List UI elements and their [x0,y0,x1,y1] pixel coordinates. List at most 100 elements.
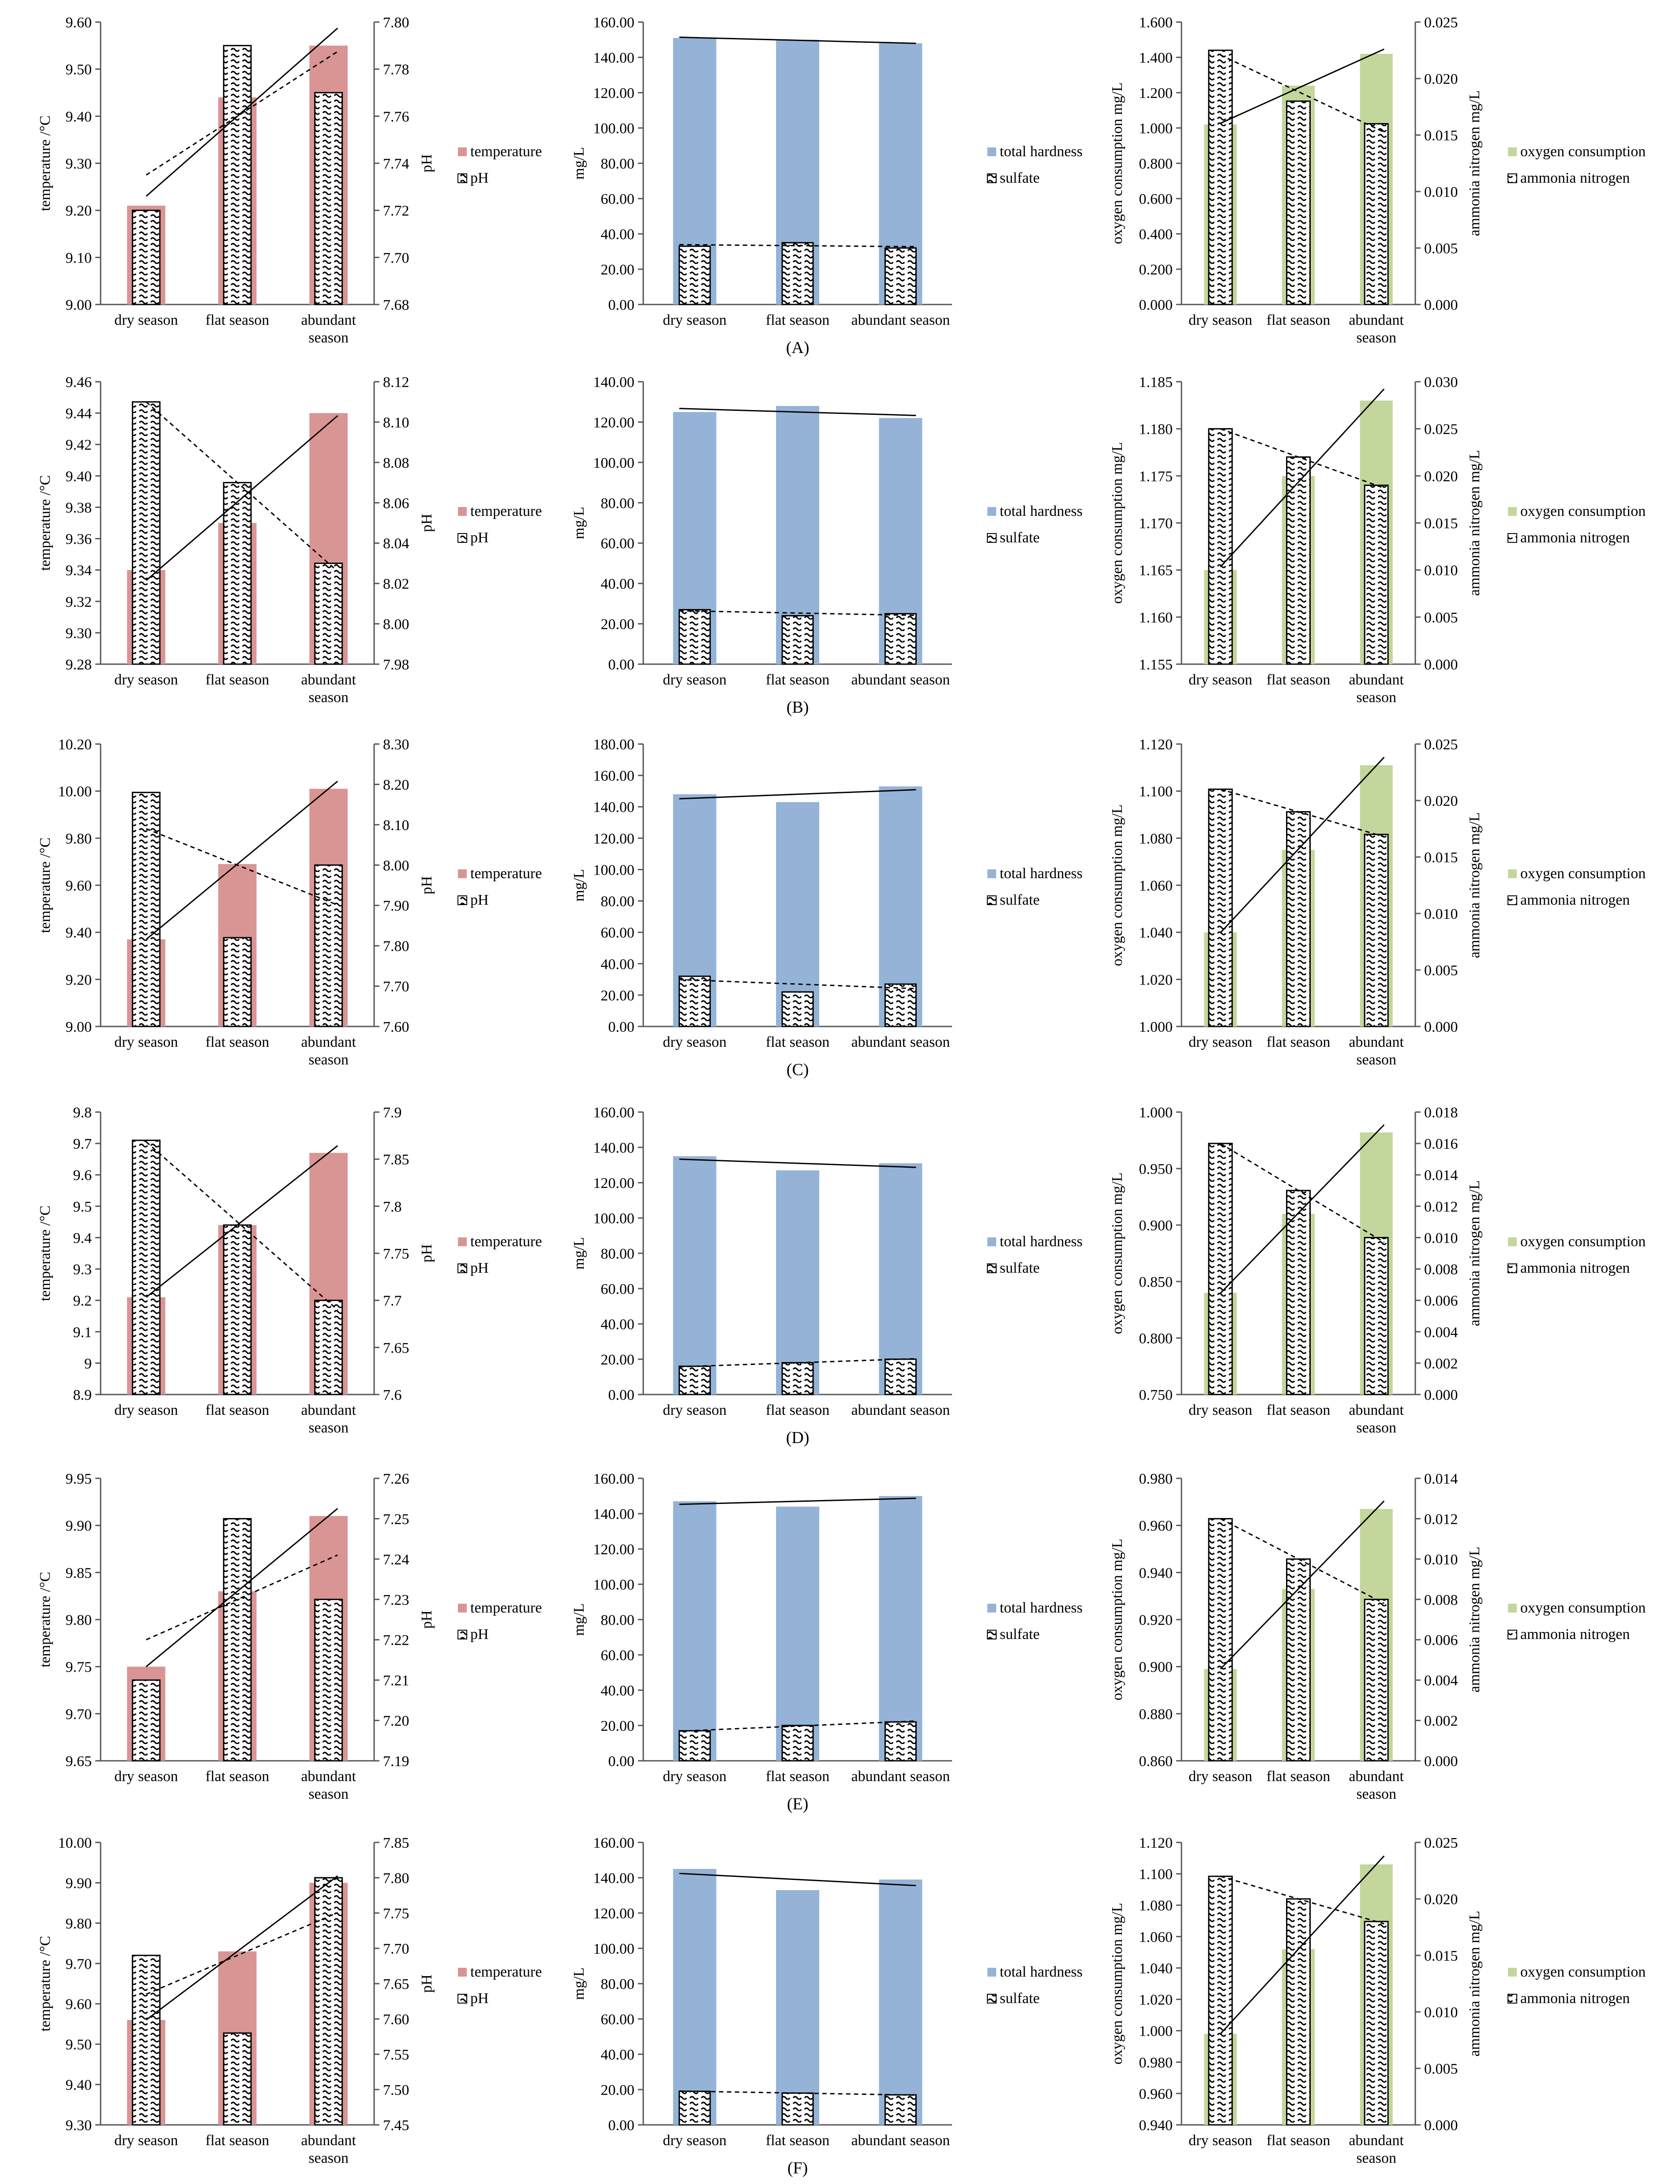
ph-bar [314,92,343,305]
category-label-season: season [1356,2150,1396,2166]
trendline-primary [679,408,916,416]
sulfate-bar [679,1365,711,1395]
tick-label-left: 0.960 [1139,2086,1173,2102]
axis-title-temperature: temperature /°C [37,1572,53,1668]
tick-label-right: 7.74 [383,156,409,172]
panel-caption: (D) [786,1428,810,1447]
ammonia-nitrogen-bar [1364,1237,1389,1395]
category-label: dry season [1189,672,1252,688]
tick-label-right: 7.80 [383,1870,409,1887]
tick-label-right: 0.002 [1424,1356,1458,1372]
category-label-season: season [308,1786,349,1802]
category-label: dry season [114,1768,178,1785]
chart-1-oxygen_ammonia: 1.155 1.160 1.165 1.170 1.175 1.180 1.185 0.000… [1109,374,1646,706]
tick-label-left: 1.020 [1139,972,1173,988]
chart-0-oxygen_ammonia: 0.000 0.200 0.400 0.600 0.800 1.000 1.200 1.400… [1109,15,1646,346]
axis-title-ph: pH [419,1610,435,1629]
ammonia-nitrogen-bar [1286,1558,1311,1762]
category-label-abundant: abundant [1349,2132,1404,2149]
sulfate-bar [679,245,711,305]
trendline-secondary [146,401,338,572]
legend-swatch-primary [1508,869,1517,878]
ammonia-nitrogen-bar [1286,100,1311,305]
category-label: dry season [1189,1034,1252,1050]
tick-label-left: 9.2 [73,1293,92,1309]
ph-bar [223,937,252,1027]
tick-label-right: 7.76 [383,109,409,125]
tick-label-left: 40.00 [601,2047,635,2063]
tick-label-left: 9.85 [66,1565,92,1581]
trendline-primary [679,36,916,44]
tick-label-left: 0.950 [1139,1161,1173,1177]
tick-label-left: 9.30 [66,625,92,642]
tick-label-left: 100.00 [593,1941,635,1957]
legend-swatch-primary [458,869,467,878]
axis-title-ph: pH [419,1244,435,1263]
tick-label-left: 0.400 [1139,226,1173,243]
category-label: flat season [206,312,269,328]
sulfate-bar [781,615,814,665]
category-label: dry season [663,1034,726,1050]
ammonia-nitrogen-bar [1208,788,1233,1027]
tick-label-right: 0.025 [1424,737,1458,753]
ph-bar [223,482,252,665]
ph-bar [223,1518,252,1762]
tick-label-left: 9.40 [66,109,92,125]
legend-swatch-primary [458,1968,467,1977]
tick-label-left: 40.00 [601,1683,635,1699]
category-label: flat season [766,1034,829,1050]
panel-caption: (C) [787,1060,809,1079]
tick-label-left: 1.600 [1139,15,1173,31]
tick-label-left: 1.100 [1139,1866,1173,1883]
trendline-primary [1220,388,1385,568]
category-label-season: season [308,1420,349,1436]
tick-label-left: 80.00 [601,1976,635,1992]
tick-label-right: 0.000 [1424,297,1458,313]
trendline-secondary [146,51,338,176]
tick-label-left: 9.80 [66,831,92,847]
tick-label-right: 7.26 [383,1471,409,1487]
tick-label-left: 9.90 [66,1875,92,1891]
tick-label-right: 0.010 [1424,2004,1458,2021]
legend-label-secondary: sulfate [1000,1260,1040,1276]
ammonia-nitrogen-bar [1364,1598,1389,1762]
category-label: flat season [1267,2132,1330,2149]
ph-bar [131,792,161,1027]
ph-bar [131,1679,161,1762]
tick-label-right: 0.014 [1424,1471,1458,1487]
ph-bar [314,1300,343,1395]
tick-label-left: 20.00 [601,1718,635,1734]
ph-bar [314,1877,343,2126]
ph-bar [131,401,161,665]
tick-label-left: 9.38 [66,500,92,516]
trendline-secondary [1220,54,1384,133]
tick-label-left: 140.00 [593,1870,635,1887]
legend-label-primary: total hardness [1000,865,1083,882]
axis-title-ammonia: ammonia nitrogen mg/L [1466,812,1483,959]
tick-label-right: 8.08 [383,455,409,471]
tick-label-left: 0.00 [608,657,635,673]
tick-label-right: 0.014 [1424,1167,1458,1184]
tick-label-left: 1.120 [1139,737,1173,753]
category-label: dry season [114,672,178,688]
chart-2-hardness_sulfate: 0.00 20.00 40.00 60.00 80.00 100.00 120.00 140.… [571,737,1083,1079]
legend-label-secondary: pH [470,1990,489,2007]
tick-label-left: 60.00 [601,2011,635,2028]
category-label: dry season [663,672,726,688]
legend-swatch-primary [987,1968,996,1977]
legend-swatch-primary [987,1237,996,1246]
tick-label-left: 9.30 [66,156,92,172]
legend-label-primary: temperature [470,1600,542,1616]
legend-swatch-secondary [1508,1630,1517,1639]
ph-bar [314,562,343,665]
category-label: flat season [766,1402,829,1418]
tick-label-right: 0.005 [1424,241,1458,257]
legend-label-secondary: pH [470,1626,489,1643]
tick-label-left: 80.00 [601,1246,635,1262]
category-label: dry season [663,312,726,328]
tick-label-left: 9.20 [66,972,92,988]
category-label: dry season [114,2132,178,2149]
tick-label-right: 8.10 [383,414,409,431]
tick-label-right: 0.025 [1424,15,1458,31]
tick-label-right: 0.018 [1424,1105,1458,1121]
